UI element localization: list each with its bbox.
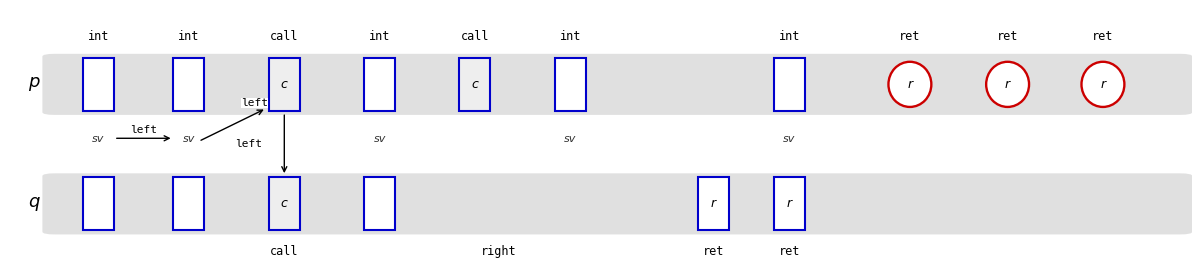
Bar — [364, 177, 395, 230]
FancyBboxPatch shape — [43, 54, 1192, 115]
Ellipse shape — [987, 62, 1030, 107]
FancyBboxPatch shape — [43, 173, 1192, 234]
Ellipse shape — [1082, 62, 1124, 107]
Text: int: int — [88, 30, 109, 43]
Bar — [698, 177, 729, 230]
Text: sv: sv — [373, 134, 385, 144]
Text: r: r — [908, 78, 913, 91]
Text: sv: sv — [564, 134, 576, 144]
Text: ret: ret — [1093, 30, 1113, 43]
Ellipse shape — [889, 62, 932, 107]
Bar — [774, 58, 805, 111]
Text: r: r — [787, 197, 792, 210]
Text: ret: ret — [997, 30, 1019, 43]
Text: sv: sv — [784, 134, 796, 144]
Text: left: left — [241, 98, 268, 108]
Text: int: int — [560, 30, 581, 43]
Text: $q$: $q$ — [27, 195, 41, 213]
Text: left: left — [130, 124, 157, 135]
Bar — [555, 58, 586, 111]
Text: c: c — [280, 78, 288, 91]
Text: right: right — [481, 245, 517, 258]
Text: ret: ret — [779, 245, 801, 258]
Text: ret: ret — [703, 245, 724, 258]
Text: sv: sv — [183, 134, 196, 144]
Text: int: int — [178, 30, 199, 43]
Text: r: r — [1100, 78, 1106, 91]
Text: $p$: $p$ — [27, 75, 41, 93]
Bar — [268, 177, 299, 230]
Text: left: left — [235, 139, 262, 149]
Text: int: int — [779, 30, 801, 43]
Text: c: c — [471, 78, 478, 91]
Bar — [84, 58, 113, 111]
Bar — [459, 58, 490, 111]
Text: sv: sv — [92, 134, 105, 144]
Bar — [84, 177, 113, 230]
Bar — [173, 177, 204, 230]
Text: r: r — [711, 197, 716, 210]
Text: call: call — [460, 30, 489, 43]
Text: int: int — [369, 30, 390, 43]
Text: c: c — [280, 197, 288, 210]
Text: ret: ret — [900, 30, 921, 43]
Bar — [268, 58, 299, 111]
Bar — [173, 58, 204, 111]
Text: call: call — [270, 245, 298, 258]
Text: r: r — [1005, 78, 1010, 91]
Bar — [774, 177, 805, 230]
Bar — [364, 58, 395, 111]
Text: call: call — [270, 30, 298, 43]
